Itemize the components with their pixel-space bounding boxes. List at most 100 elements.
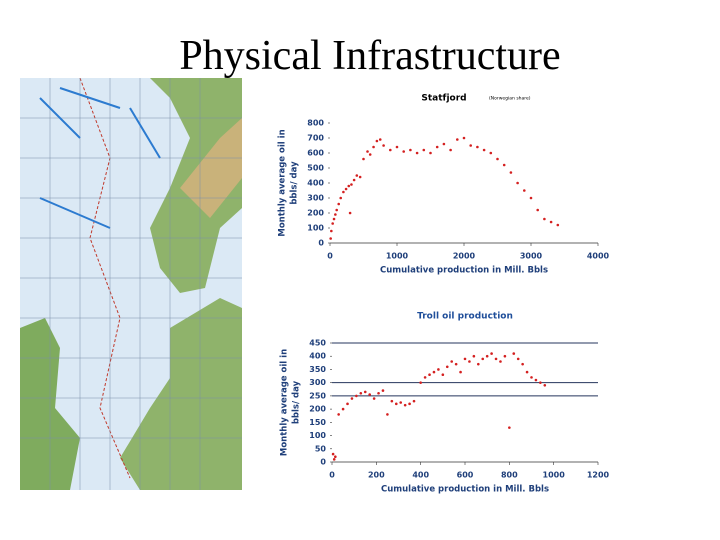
x-tick-label: 0 [327, 252, 333, 261]
point [334, 455, 337, 459]
point [490, 352, 493, 355]
y-tick-label: 100 [309, 431, 326, 440]
pipelines [39, 87, 161, 229]
point [534, 378, 538, 382]
point [462, 136, 466, 140]
point [394, 402, 398, 406]
y-axis-label: Monthly average oil in [278, 129, 288, 236]
point [334, 213, 337, 216]
point [350, 397, 354, 400]
point [525, 370, 529, 374]
y-tick-label: 200 [307, 209, 324, 218]
point [482, 148, 486, 152]
point [375, 139, 379, 143]
point [428, 373, 431, 377]
point [499, 360, 502, 363]
point [543, 217, 546, 221]
x-tick-label: 3000 [520, 252, 543, 261]
x-tick-label: 1000 [386, 252, 409, 261]
point [556, 223, 560, 227]
point [502, 163, 506, 167]
y-tick-label: 300 [307, 194, 324, 203]
land-continent [120, 298, 242, 490]
point [489, 151, 493, 155]
y-tick-label: 50 [315, 444, 327, 453]
point [429, 151, 432, 155]
point [372, 145, 375, 149]
point [459, 370, 462, 374]
point [477, 362, 480, 366]
point [485, 354, 489, 358]
point [347, 184, 351, 188]
point [390, 399, 394, 403]
point [362, 157, 365, 161]
y-tick-label: 450 [309, 339, 326, 348]
point [389, 148, 392, 152]
point [381, 389, 385, 392]
point [399, 401, 403, 404]
x-tick-label: 200 [368, 471, 385, 480]
point [332, 217, 336, 221]
x-tick-label: 600 [457, 471, 474, 480]
y-axis-label: Monthly average oil in [280, 349, 290, 456]
point [331, 222, 334, 225]
point [358, 175, 362, 179]
point [395, 145, 399, 149]
point [481, 357, 485, 361]
point [437, 368, 440, 371]
y-axis-label: bbls/ day [292, 380, 302, 424]
point [449, 148, 452, 152]
point [472, 354, 476, 358]
point [516, 181, 519, 185]
land-highlands [180, 118, 242, 218]
x-axis-label: Cumulative production in Mill. Bbls [380, 266, 548, 276]
point [494, 357, 498, 361]
point [468, 360, 471, 363]
slide-title: Physical Infrastructure [179, 33, 561, 79]
point [382, 144, 385, 147]
point [543, 384, 547, 387]
point [378, 138, 382, 141]
y-tick-label: 350 [309, 365, 326, 374]
x-tick-label: 4000 [587, 252, 610, 261]
point [377, 391, 380, 395]
point [529, 196, 533, 200]
point [454, 362, 458, 366]
point [332, 458, 336, 461]
y-tick-label: 150 [309, 418, 326, 427]
point [341, 407, 345, 411]
chart-title: Troll oil production [417, 312, 513, 322]
y-tick-label: 700 [307, 134, 324, 143]
point [355, 174, 359, 177]
point [441, 373, 445, 377]
x-tick-label: 0 [329, 471, 335, 480]
point [329, 237, 332, 240]
point [368, 393, 371, 396]
x-tick-label: 2000 [453, 252, 476, 261]
point [412, 399, 416, 403]
point [536, 208, 539, 212]
point [419, 381, 422, 384]
x-tick-label: 400 [412, 471, 429, 480]
x-tick-label: 1000 [543, 471, 566, 480]
point [331, 452, 335, 456]
charts: Statfjord (Norwegian share)0 1000 2000 3000 4… [278, 94, 610, 495]
point [415, 151, 419, 155]
point [508, 426, 511, 429]
point [450, 360, 453, 363]
point [408, 402, 411, 406]
point [352, 178, 356, 182]
point [422, 148, 426, 152]
x-tick-label: 800 [501, 471, 518, 480]
grid-blocks [20, 78, 242, 490]
y-tick-label: 0 [320, 458, 326, 467]
point [549, 220, 553, 224]
point [432, 370, 436, 374]
point [512, 352, 516, 355]
y-tick-label: 200 [309, 405, 326, 414]
point [355, 394, 358, 398]
point [339, 196, 343, 200]
y-tick-label: 100 [307, 224, 324, 233]
point [402, 150, 405, 153]
